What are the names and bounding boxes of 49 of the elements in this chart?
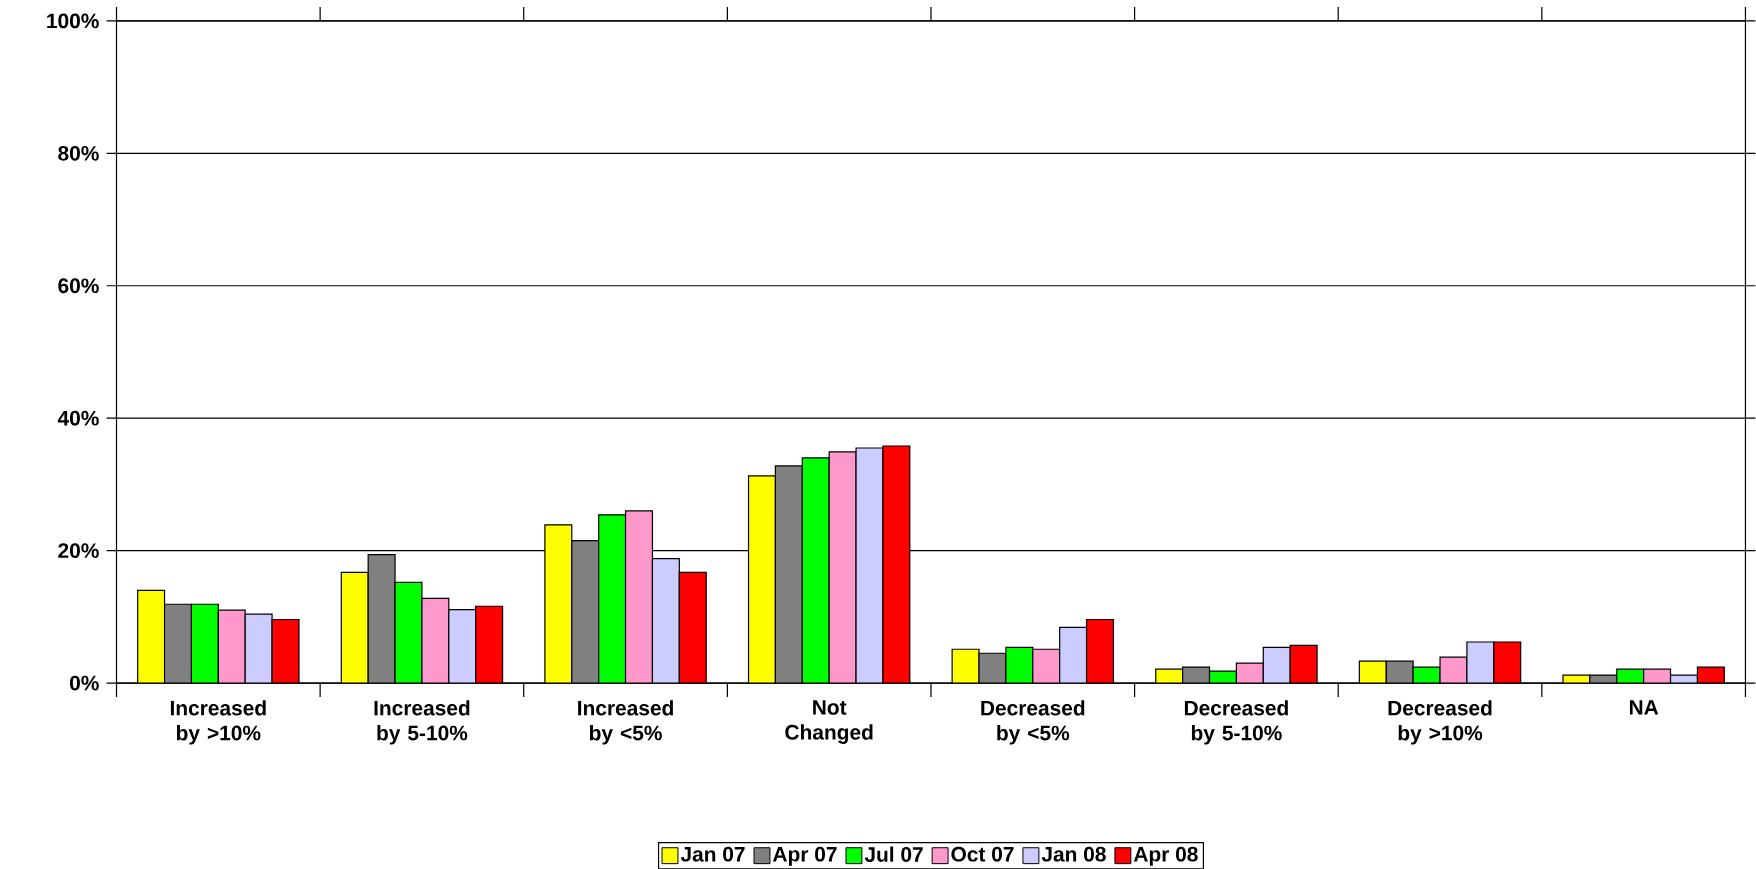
bar: [598, 514, 627, 683]
bar: [448, 608, 477, 683]
bar: [217, 609, 246, 683]
bar: [828, 451, 857, 683]
legend-label: Jul 07: [864, 846, 923, 862]
bar: [190, 603, 219, 683]
bar: [801, 457, 830, 683]
bar: [244, 613, 273, 683]
y-tick-label: 60%: [58, 278, 99, 293]
legend-label: Apr 07: [772, 846, 837, 866]
x-tick-label: Not Changed: [785, 699, 873, 744]
x-tick-label: Increased by <5%: [578, 699, 673, 745]
bar: [137, 589, 166, 683]
legend-label: Jan 08: [1041, 846, 1106, 862]
x-tick-label: Decreased by 5-10%: [1184, 699, 1288, 745]
x-tick-label: Decreased by <5%: [981, 699, 1085, 745]
bar: [624, 510, 654, 683]
y-tick-label: 40%: [57, 410, 99, 426]
bar: [774, 465, 803, 683]
x-tick-label: Increased by 5-10%: [374, 699, 470, 745]
bar: [421, 597, 450, 683]
bar: [163, 603, 193, 683]
bar: [1085, 618, 1115, 683]
legend-label: Jan 07: [680, 846, 745, 862]
bar: [271, 618, 300, 683]
bar: [367, 553, 396, 683]
bar: [747, 474, 776, 683]
bar: [1032, 648, 1061, 683]
y-tick-label: 80%: [58, 145, 99, 161]
bar: [1262, 646, 1291, 683]
bar: [475, 605, 504, 683]
y-tick-label: 0%: [69, 675, 99, 691]
y-tick-label: 100%: [47, 13, 99, 29]
y-tick-label: 20%: [58, 543, 99, 558]
x-tick-label: Decreased by >10%: [1388, 699, 1492, 745]
bar: [1059, 626, 1088, 683]
legend-label: Oct 07: [951, 846, 1014, 862]
legend-label: Apr 08: [1133, 846, 1198, 866]
bar: [855, 447, 884, 683]
bar: [340, 571, 369, 683]
bar: [651, 557, 680, 683]
x-tick-label: NA: [1629, 699, 1659, 715]
bar: [678, 571, 707, 683]
bar: [1493, 641, 1522, 683]
bar: [394, 581, 423, 683]
bar: [544, 523, 573, 683]
bar: [571, 539, 600, 683]
bar: [882, 445, 911, 683]
x-tick-label: Increased by >10%: [170, 699, 266, 745]
